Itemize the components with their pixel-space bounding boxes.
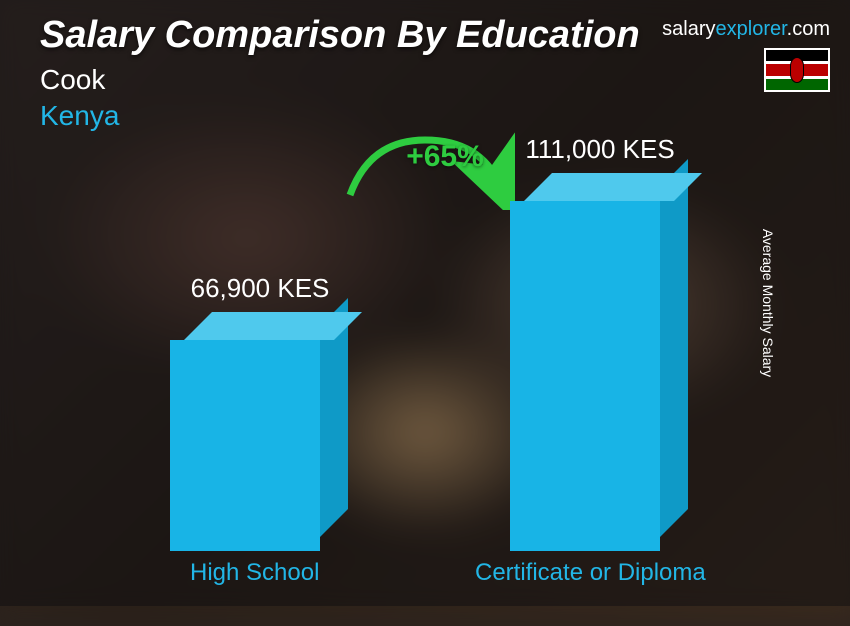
percent-increase-label: +65% <box>385 140 505 174</box>
chart-area: +65% 66,900 KESHigh School111,000 KESCer… <box>120 190 730 551</box>
bar-category-label: High School <box>190 559 319 587</box>
country-flag <box>764 48 830 92</box>
bar-value-label: 111,000 KES <box>500 134 700 165</box>
bar-front <box>510 201 660 551</box>
bar-front <box>170 340 320 551</box>
y-axis-label: Average Monthly Salary <box>760 229 776 377</box>
bar-top <box>184 312 362 340</box>
subtitle-country: Kenya <box>40 100 119 132</box>
brand-suf: .com <box>787 18 830 40</box>
page-title: Salary Comparison By Education <box>40 14 640 57</box>
brand-pre: salary <box>662 18 715 40</box>
subtitle-job: Cook <box>40 64 105 96</box>
bar-category-label: Certificate or Diploma <box>475 559 706 587</box>
bar-group: 66,900 KESHigh School <box>170 340 340 551</box>
brand-logo: salaryexplorer.com <box>662 18 830 41</box>
brand-mid: explorer <box>716 18 787 40</box>
bar-value-label: 66,900 KES <box>160 273 360 304</box>
content-layer: Salary Comparison By Education Cook Keny… <box>0 0 850 606</box>
bar-top <box>524 173 702 201</box>
bar-side <box>660 159 688 537</box>
bar-group: 111,000 KESCertificate or Diploma <box>510 201 680 551</box>
